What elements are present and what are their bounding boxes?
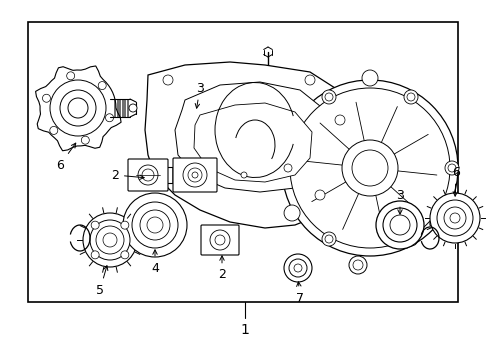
Circle shape: [284, 205, 300, 221]
Circle shape: [449, 213, 459, 223]
Circle shape: [147, 217, 163, 233]
Circle shape: [403, 90, 417, 104]
Circle shape: [289, 88, 449, 248]
Circle shape: [429, 193, 479, 243]
Circle shape: [150, 160, 160, 170]
Circle shape: [305, 75, 314, 85]
Circle shape: [167, 90, 223, 146]
Circle shape: [325, 93, 332, 101]
Circle shape: [215, 235, 224, 245]
Circle shape: [281, 161, 294, 175]
Circle shape: [142, 169, 154, 181]
Circle shape: [352, 260, 362, 270]
Circle shape: [81, 136, 89, 144]
Circle shape: [389, 215, 409, 235]
Circle shape: [375, 201, 423, 249]
Circle shape: [90, 220, 130, 260]
Circle shape: [334, 115, 345, 125]
Text: 4: 4: [151, 250, 159, 274]
Circle shape: [123, 193, 186, 257]
Bar: [28, 22, 457, 302]
Text: 2: 2: [111, 168, 144, 181]
Circle shape: [68, 98, 88, 118]
Text: 6: 6: [451, 166, 459, 196]
Circle shape: [175, 98, 215, 138]
FancyBboxPatch shape: [201, 225, 239, 255]
Circle shape: [183, 163, 206, 187]
Text: 1: 1: [240, 323, 249, 337]
Circle shape: [444, 161, 458, 175]
Circle shape: [42, 94, 50, 102]
Polygon shape: [145, 62, 354, 228]
Circle shape: [183, 106, 206, 130]
Text: 3: 3: [195, 81, 203, 108]
Circle shape: [50, 80, 106, 136]
Circle shape: [282, 80, 457, 256]
Text: 2: 2: [218, 256, 225, 282]
Circle shape: [140, 210, 170, 240]
Circle shape: [138, 165, 158, 185]
Circle shape: [83, 213, 137, 267]
Circle shape: [406, 93, 414, 101]
Circle shape: [121, 251, 128, 259]
Polygon shape: [36, 66, 121, 151]
Circle shape: [341, 140, 397, 196]
Circle shape: [98, 82, 106, 90]
Circle shape: [436, 200, 472, 236]
Circle shape: [443, 207, 465, 229]
Circle shape: [105, 114, 113, 122]
Circle shape: [209, 230, 229, 250]
Circle shape: [314, 190, 325, 200]
Circle shape: [288, 259, 306, 277]
Circle shape: [241, 172, 246, 178]
FancyBboxPatch shape: [128, 159, 168, 191]
Circle shape: [406, 235, 414, 243]
Circle shape: [60, 90, 96, 126]
Circle shape: [103, 233, 117, 247]
Circle shape: [321, 232, 335, 246]
Circle shape: [361, 70, 377, 86]
Circle shape: [187, 168, 202, 182]
Circle shape: [163, 75, 173, 85]
Circle shape: [129, 104, 137, 112]
Circle shape: [348, 256, 366, 274]
Circle shape: [293, 264, 302, 272]
Circle shape: [325, 235, 332, 243]
Circle shape: [351, 150, 387, 186]
Circle shape: [132, 202, 178, 248]
Circle shape: [321, 90, 335, 104]
Circle shape: [91, 221, 99, 229]
Circle shape: [382, 208, 416, 242]
Polygon shape: [175, 82, 329, 192]
Circle shape: [66, 72, 75, 80]
Circle shape: [284, 164, 291, 172]
Text: 3: 3: [395, 189, 403, 214]
Text: 7: 7: [295, 282, 304, 305]
Polygon shape: [194, 103, 311, 182]
Circle shape: [192, 172, 198, 178]
Circle shape: [50, 126, 58, 134]
Circle shape: [96, 226, 124, 254]
Text: 6: 6: [56, 143, 76, 171]
Circle shape: [91, 251, 99, 259]
Circle shape: [403, 232, 417, 246]
Circle shape: [439, 205, 455, 221]
Circle shape: [284, 254, 311, 282]
Circle shape: [121, 221, 128, 229]
Text: 5: 5: [96, 266, 108, 297]
Circle shape: [447, 164, 455, 172]
FancyBboxPatch shape: [173, 158, 217, 192]
